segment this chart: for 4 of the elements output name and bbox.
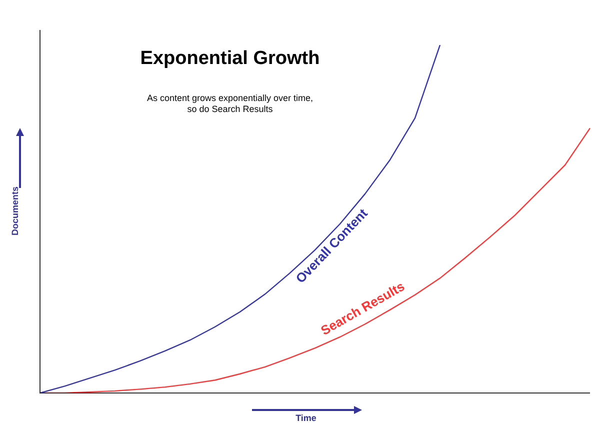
text: As content grows exponentially over time, so do Search Results	[146, 93, 314, 115]
y-axis-title: Documents	[10, 186, 20, 238]
x-axis-title: Time	[294, 413, 318, 423]
chart-title: Exponential Growth	[139, 48, 321, 70]
